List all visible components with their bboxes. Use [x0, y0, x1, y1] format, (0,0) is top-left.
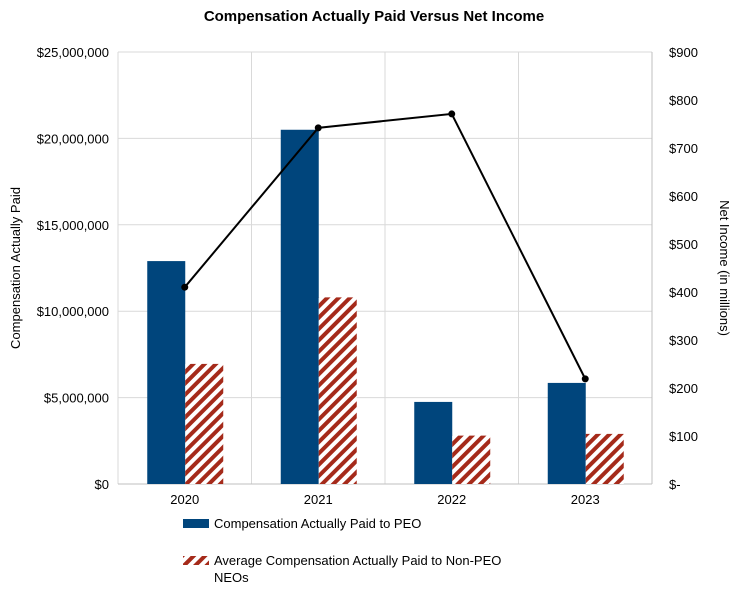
right-tick-label: $200	[669, 381, 698, 396]
right-tick-label: $-	[669, 477, 681, 492]
left-axis-title: Compensation Actually Paid	[8, 187, 23, 349]
net-income-point	[581, 375, 589, 383]
right-axis-title: Net Income (in millions)	[717, 200, 732, 336]
bar-non-peo	[452, 435, 491, 484]
legend: Compensation Actually Paid to PEO Average…	[183, 516, 501, 585]
net-income-point	[314, 124, 322, 132]
right-tick-label: $600	[669, 189, 698, 204]
legend-label-non-peo-line1: Average Compensation Actually Paid to No…	[214, 553, 501, 568]
net-income-polyline	[183, 112, 587, 380]
bar-non-peo	[585, 433, 624, 484]
right-tick-label: $800	[669, 93, 698, 108]
x-axis-ticks: 2020 2021 2022 2023	[170, 492, 599, 507]
left-tick-label: $5,000,000	[44, 391, 109, 406]
left-tick-label: $10,000,000	[37, 304, 109, 319]
left-tick-label: $15,000,000	[37, 218, 109, 233]
right-tick-label: $500	[669, 237, 698, 252]
left-tick-label: $25,000,000	[37, 45, 109, 60]
right-tick-label: $100	[669, 429, 698, 444]
right-tick-label: $400	[669, 285, 698, 300]
right-tick-label: $700	[669, 141, 698, 156]
x-tick-label: 2023	[571, 492, 600, 507]
chart-title: Compensation Actually Paid Versus Net In…	[204, 8, 544, 25]
right-axis-ticks: $- $100 $200 $300 $400 $500 $600 $700 $800 $900	[669, 45, 698, 492]
x-tick-label: 2020	[170, 492, 199, 507]
right-tick-label: $900	[669, 45, 698, 60]
legend-swatch-peo	[183, 519, 209, 528]
left-tick-label: $20,000,000	[37, 131, 109, 146]
net-income-point	[448, 110, 456, 118]
bar-non-peo	[318, 297, 357, 484]
bar-peo	[547, 382, 586, 484]
left-axis-ticks: $0 $5,000,000 $10,000,000 $15,000,000 $20,00…	[37, 45, 109, 492]
x-tick-label: 2021	[304, 492, 333, 507]
bars	[147, 129, 624, 484]
legend-label-peo: Compensation Actually Paid to PEO	[214, 516, 421, 531]
legend-label-non-peo-line2: NEOs	[214, 570, 249, 585]
net-income-point	[181, 283, 189, 291]
bar-peo	[147, 261, 186, 484]
x-tick-label: 2022	[437, 492, 466, 507]
net-income-line	[181, 110, 589, 383]
bar-peo	[414, 401, 453, 484]
left-tick-label: $0	[95, 477, 109, 492]
legend-swatch-non-peo	[183, 556, 209, 565]
bar-non-peo	[185, 363, 224, 484]
bar-peo	[280, 129, 319, 484]
right-tick-label: $300	[669, 333, 698, 348]
